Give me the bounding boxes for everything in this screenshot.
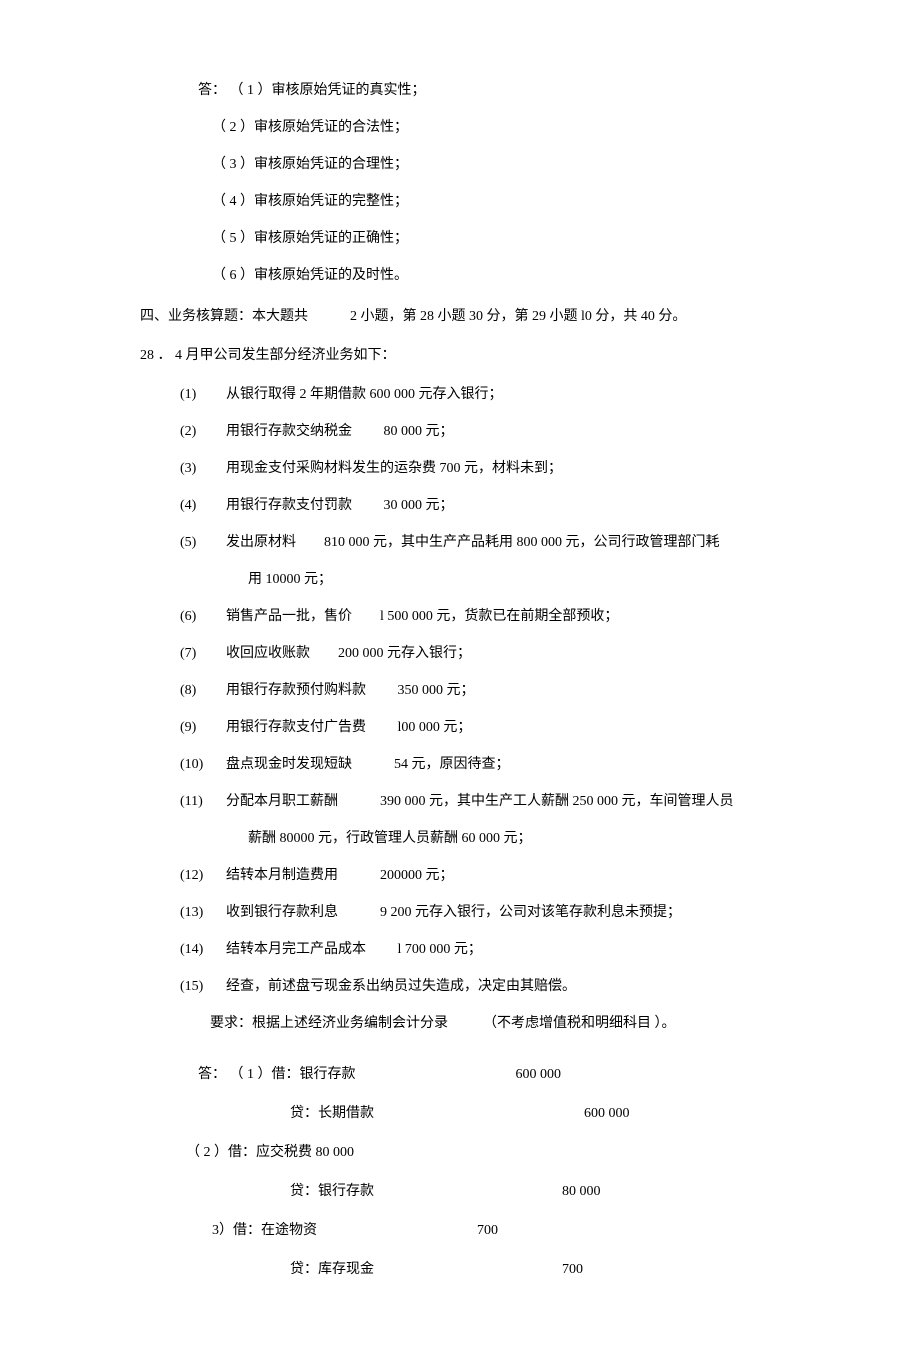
entry-label: 贷：库存现金 <box>290 1259 374 1280</box>
item-text: 发出原材料 810 000 元，其中生产产品耗用 800 000 元，公司行政管… <box>226 535 720 550</box>
q28-item-9: (9)用银行存款支付广告费 l00 000 元； <box>140 717 780 738</box>
item-num: (11) <box>180 791 226 812</box>
item-text: 结转本月完工产品成本 l 700 000 元； <box>226 942 482 957</box>
entry-label: （ 1 ）借：银行存款 <box>230 1064 356 1085</box>
q28-item-11-cont: 薪酬 80000 元，行政管理人员薪酬 60 000 元； <box>140 828 780 849</box>
q28-item-2: (2)用银行存款交纳税金 80 000 元； <box>140 421 780 442</box>
item-num: (10) <box>180 754 226 775</box>
q28-requirement: 要求：根据上述经济业务编制会计分录 （不考虑增值税和明细科目 ）。 <box>140 1013 780 1034</box>
answer-text-1: （ 1 ）审核原始凭证的真实性； <box>230 83 426 98</box>
entry-amount: 600 000 <box>584 1103 630 1124</box>
item-text: 盘点现金时发现短缺 54 元，原因待查； <box>226 757 510 772</box>
q28-item-14: (14)结转本月完工产品成本 l 700 000 元； <box>140 939 780 960</box>
q28-item-5: (5)发出原材料 810 000 元，其中生产产品耗用 800 000 元，公司… <box>140 532 780 553</box>
item-num: (2) <box>180 421 226 442</box>
entry-3-debit: 3）借：在途物资 700 <box>140 1220 780 1241</box>
entry-amount: 700 <box>562 1259 583 1280</box>
q28-item-3: (3)用现金支付采购材料发生的运杂费 700 元，材料未到； <box>140 458 780 479</box>
item-num: (6) <box>180 606 226 627</box>
entry-amount: 80 000 <box>562 1181 601 1202</box>
section-4-heading: 四、业务核算题：本大题共 2 小题，第 28 小题 30 分，第 29 小题 l… <box>140 306 780 327</box>
entry-label: 贷：银行存款 <box>290 1181 374 1202</box>
item-num: (4) <box>180 495 226 516</box>
entry-amount: 600 000 <box>516 1064 562 1085</box>
q28-item-4: (4)用银行存款支付罚款 30 000 元； <box>140 495 780 516</box>
item-text: 从银行取得 2 年期借款 600 000 元存入银行； <box>226 387 503 402</box>
item-text: 用银行存款预付购料款 350 000 元； <box>226 683 475 698</box>
entry-3-credit: 贷：库存现金 700 <box>140 1259 780 1280</box>
q28-title: 28 ． 4 月甲公司发生部分经济业务如下： <box>140 345 780 366</box>
item-text: 收到银行存款利息 9 200 元存入银行，公司对该笔存款利息未预提； <box>226 905 681 920</box>
q28-item-1: (1)从银行取得 2 年期借款 600 000 元存入银行； <box>140 384 780 405</box>
q28-item-11: (11)分配本月职工薪酬 390 000 元，其中生产工人薪酬 250 000 … <box>140 791 780 812</box>
item-text: 用现金支付采购材料发生的运杂费 700 元，材料未到； <box>226 461 562 476</box>
item-num: (3) <box>180 458 226 479</box>
answer-item-3: （ 3 ）审核原始凭证的合理性； <box>140 154 780 175</box>
item-num: (12) <box>180 865 226 886</box>
item-text: 销售产品一批，售价 l 500 000 元，货款已在前期全部预收； <box>226 609 618 624</box>
journal-entries: 答： （ 1 ）借：银行存款 600 000 贷：长期借款 600 000 （ … <box>140 1064 780 1280</box>
answer-item-6: （ 6 ）审核原始凭证的及时性。 <box>140 265 780 286</box>
entry-label: （ 2 ）借：应交税费 80 000 <box>186 1142 354 1163</box>
entry-2-debit: （ 2 ）借：应交税费 80 000 <box>140 1142 780 1163</box>
item-num: (5) <box>180 532 226 553</box>
q28-item-12: (12)结转本月制造费用 200000 元； <box>140 865 780 886</box>
entry-1-debit: 答： （ 1 ）借：银行存款 600 000 <box>140 1064 780 1085</box>
item-text: 用银行存款交纳税金 80 000 元； <box>226 424 454 439</box>
entry-label: 贷：长期借款 <box>290 1103 374 1124</box>
entry-2-credit: 贷：银行存款 80 000 <box>140 1181 780 1202</box>
item-num: (15) <box>180 976 226 997</box>
q28-item-7: (7)收回应收账款 200 000 元存入银行； <box>140 643 780 664</box>
answer-prefix: 答： <box>198 83 226 98</box>
item-num: (9) <box>180 717 226 738</box>
item-num: (14) <box>180 939 226 960</box>
entry-label: 3）借：在途物资 <box>212 1220 317 1241</box>
q28-item-5-cont: 用 10000 元； <box>140 569 780 590</box>
q28-item-15: (15)经查，前述盘亏现金系出纳员过失造成，决定由其赔偿。 <box>140 976 780 997</box>
q28-item-6: (6)销售产品一批，售价 l 500 000 元，货款已在前期全部预收； <box>140 606 780 627</box>
item-num: (8) <box>180 680 226 701</box>
item-text: 结转本月制造费用 200000 元； <box>226 868 454 883</box>
item-text: 分配本月职工薪酬 390 000 元，其中生产工人薪酬 250 000 元，车间… <box>226 794 734 809</box>
item-num: (13) <box>180 902 226 923</box>
item-text: 用银行存款支付广告费 l00 000 元； <box>226 720 471 735</box>
entry-1-credit: 贷：长期借款 600 000 <box>140 1103 780 1124</box>
item-text: 经查，前述盘亏现金系出纳员过失造成，决定由其赔偿。 <box>226 979 576 994</box>
entry-amount: 700 <box>477 1220 498 1241</box>
answer-item-5: （ 5 ）审核原始凭证的正确性； <box>140 228 780 249</box>
q28-item-10: (10)盘点现金时发现短缺 54 元，原因待查； <box>140 754 780 775</box>
q28-item-8: (8)用银行存款预付购料款 350 000 元； <box>140 680 780 701</box>
q28-item-13: (13)收到银行存款利息 9 200 元存入银行，公司对该笔存款利息未预提； <box>140 902 780 923</box>
answer-prefix: 答： <box>198 1064 226 1085</box>
item-num: (1) <box>180 384 226 405</box>
item-num: (7) <box>180 643 226 664</box>
item-text: 用银行存款支付罚款 30 000 元； <box>226 498 454 513</box>
item-text: 收回应收账款 200 000 元存入银行； <box>226 646 471 661</box>
answer-item-1: 答： （ 1 ）审核原始凭证的真实性； <box>140 80 780 101</box>
answer-item-2: （ 2 ）审核原始凭证的合法性； <box>140 117 780 138</box>
answer-item-4: （ 4 ）审核原始凭证的完整性； <box>140 191 780 212</box>
